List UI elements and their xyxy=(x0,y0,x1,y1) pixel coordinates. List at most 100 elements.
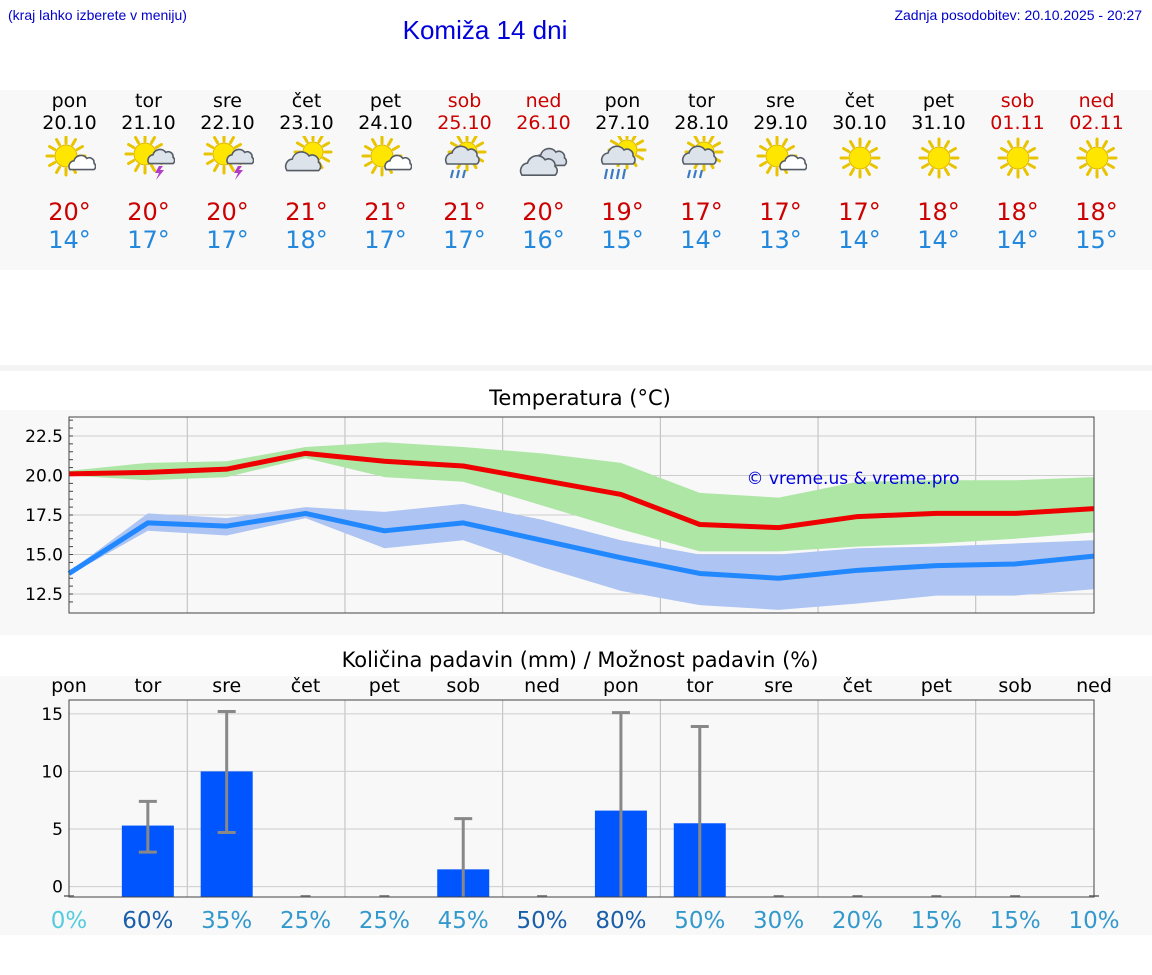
min-temp-band xyxy=(69,503,1094,610)
precipitation-probability: 25% xyxy=(280,908,331,934)
sun-icon xyxy=(997,137,1039,179)
cloudy-icon xyxy=(519,147,568,176)
min-temp: 17° xyxy=(364,226,407,254)
precipitation-probability: 15% xyxy=(990,908,1041,934)
watermark: © vreme.us & vreme.pro xyxy=(746,469,959,489)
day-name: sre xyxy=(766,90,795,112)
day-date: 01.11 xyxy=(990,112,1045,134)
max-temp-line xyxy=(68,450,1095,531)
day-date: 23.10 xyxy=(279,112,334,134)
y-tick-label: 20.0 xyxy=(25,466,63,486)
min-temp: 17° xyxy=(127,226,170,254)
y-tick-label: 22.5 xyxy=(25,427,63,447)
day-date: 31.10 xyxy=(911,112,966,134)
x-category-label: pet xyxy=(921,675,952,697)
day-date: 21.10 xyxy=(121,112,176,134)
precipitation-chart: 0 5 10 15 pon tor sre čet pet sob ned pon tor sre čet p… xyxy=(41,675,1119,934)
day-name: pon xyxy=(51,90,88,112)
precipitation-chart-title: Količina padavin (mm) / Možnost padavin … xyxy=(341,648,819,672)
sun-cloud-heavy-rain-icon xyxy=(600,136,647,180)
max-temp: 17° xyxy=(759,198,802,226)
day-name: sre xyxy=(213,90,242,112)
day-date: 02.11 xyxy=(1069,112,1124,134)
forecast-strip: pon 20.10 20° 14° tor 21.10 20° 17° sre 22.10 20° 1… xyxy=(0,90,1152,270)
y-tick-label: 12.5 xyxy=(25,585,63,605)
precipitation-probability: 60% xyxy=(122,908,173,934)
precipitation-probability: 50% xyxy=(674,908,725,934)
x-category-label: sob xyxy=(998,675,1032,697)
sun-cloud-rain-icon xyxy=(444,136,487,179)
day-name: ned xyxy=(1078,90,1115,112)
min-temp: 15° xyxy=(1075,226,1118,254)
min-temp: 15° xyxy=(601,226,644,254)
precipitation-probability: 80% xyxy=(595,908,646,934)
min-temp: 14° xyxy=(838,226,881,254)
y-tick-label: 0 xyxy=(52,878,63,898)
min-temp-line xyxy=(67,510,1095,581)
max-temp: 18° xyxy=(1075,198,1118,226)
sun-cloud-thunder-icon xyxy=(124,136,175,180)
max-temp: 18° xyxy=(917,198,960,226)
min-temp: 13° xyxy=(759,226,802,254)
temperature-chart-title: Temperatura (°C) xyxy=(489,386,671,410)
day-name: tor xyxy=(688,90,715,112)
x-category-label: ned xyxy=(1076,675,1112,697)
precipitation-probability: 45% xyxy=(438,908,489,934)
day-name: čet xyxy=(844,90,875,112)
precipitation-probability: 30% xyxy=(753,908,804,934)
min-temp: 17° xyxy=(206,226,249,254)
max-temp: 20° xyxy=(206,198,249,226)
day-date: 26.10 xyxy=(516,112,571,134)
x-category-label: tor xyxy=(686,675,713,697)
day-name: pet xyxy=(369,90,402,112)
x-category-label: čet xyxy=(291,675,321,697)
day-date: 30.10 xyxy=(832,112,887,134)
max-temp: 21° xyxy=(364,198,407,226)
day-name: sob xyxy=(447,90,482,112)
min-temp: 16° xyxy=(522,226,565,254)
precipitation-probability: 0% xyxy=(51,908,88,934)
day-date: 24.10 xyxy=(358,112,413,134)
day-name: pet xyxy=(922,90,955,112)
day-date: 22.10 xyxy=(200,112,255,134)
precipitation-probability: 15% xyxy=(911,908,962,934)
precipitation-plot-frame xyxy=(68,699,1095,898)
precipitation-probability: 50% xyxy=(517,908,568,934)
max-temp: 20° xyxy=(127,198,170,226)
sun-small-cloud-icon xyxy=(756,136,807,177)
y-tick-label: 10 xyxy=(41,762,63,782)
precipitation-probability: 35% xyxy=(201,908,252,934)
max-temp: 19° xyxy=(601,198,644,226)
y-tick-label: 15 xyxy=(41,705,63,725)
min-temp: 17° xyxy=(443,226,486,254)
y-tick-label: 15.0 xyxy=(25,546,63,566)
page-title: Komiža 14 dni xyxy=(402,15,568,45)
temperature-plot-frame xyxy=(68,416,1095,614)
day-name: sob xyxy=(1000,90,1035,112)
day-date: 20.10 xyxy=(42,112,97,134)
precipitation-probability: 25% xyxy=(359,908,410,934)
sun-cloud-thunder-icon xyxy=(203,136,254,180)
y-tick-label: 5 xyxy=(52,820,63,840)
day-name: pon xyxy=(604,90,641,112)
x-category-label: čet xyxy=(843,675,873,697)
precipitation-probability: 20% xyxy=(832,908,883,934)
sun-small-cloud-icon xyxy=(361,136,412,177)
min-temp: 14° xyxy=(996,226,1039,254)
min-temp: 14° xyxy=(680,226,723,254)
max-temp: 17° xyxy=(838,198,881,226)
location-hint: (kraj lahko izberete v meniju) xyxy=(8,7,187,23)
x-category-label: tor xyxy=(134,675,161,697)
x-category-label: sre xyxy=(764,675,793,697)
sun-small-cloud-icon xyxy=(45,136,96,177)
sun-icon xyxy=(839,137,881,179)
precipitation-probability: 10% xyxy=(1068,908,1119,934)
max-temp: 20° xyxy=(522,198,565,226)
day-date: 25.10 xyxy=(437,112,492,134)
sun-cloud-rain-icon xyxy=(681,136,724,179)
last-updated: Zadnja posodobitev: 20.10.2025 - 20:27 xyxy=(894,7,1142,23)
max-temp: 21° xyxy=(285,198,328,226)
day-date: 27.10 xyxy=(595,112,650,134)
day-date: 29.10 xyxy=(753,112,808,134)
day-name: čet xyxy=(291,90,322,112)
